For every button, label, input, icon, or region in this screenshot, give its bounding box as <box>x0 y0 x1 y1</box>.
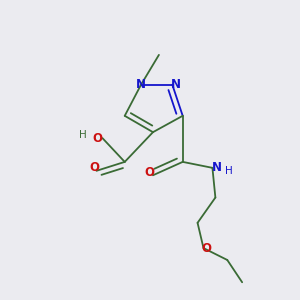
Text: H: H <box>79 130 87 140</box>
Text: O: O <box>201 242 211 255</box>
Text: N: N <box>171 78 181 91</box>
Text: O: O <box>92 132 102 145</box>
Text: O: O <box>144 167 154 179</box>
Text: N: N <box>136 78 146 91</box>
Text: H: H <box>225 167 232 176</box>
Text: N: N <box>212 161 222 174</box>
Text: O: O <box>89 161 99 174</box>
